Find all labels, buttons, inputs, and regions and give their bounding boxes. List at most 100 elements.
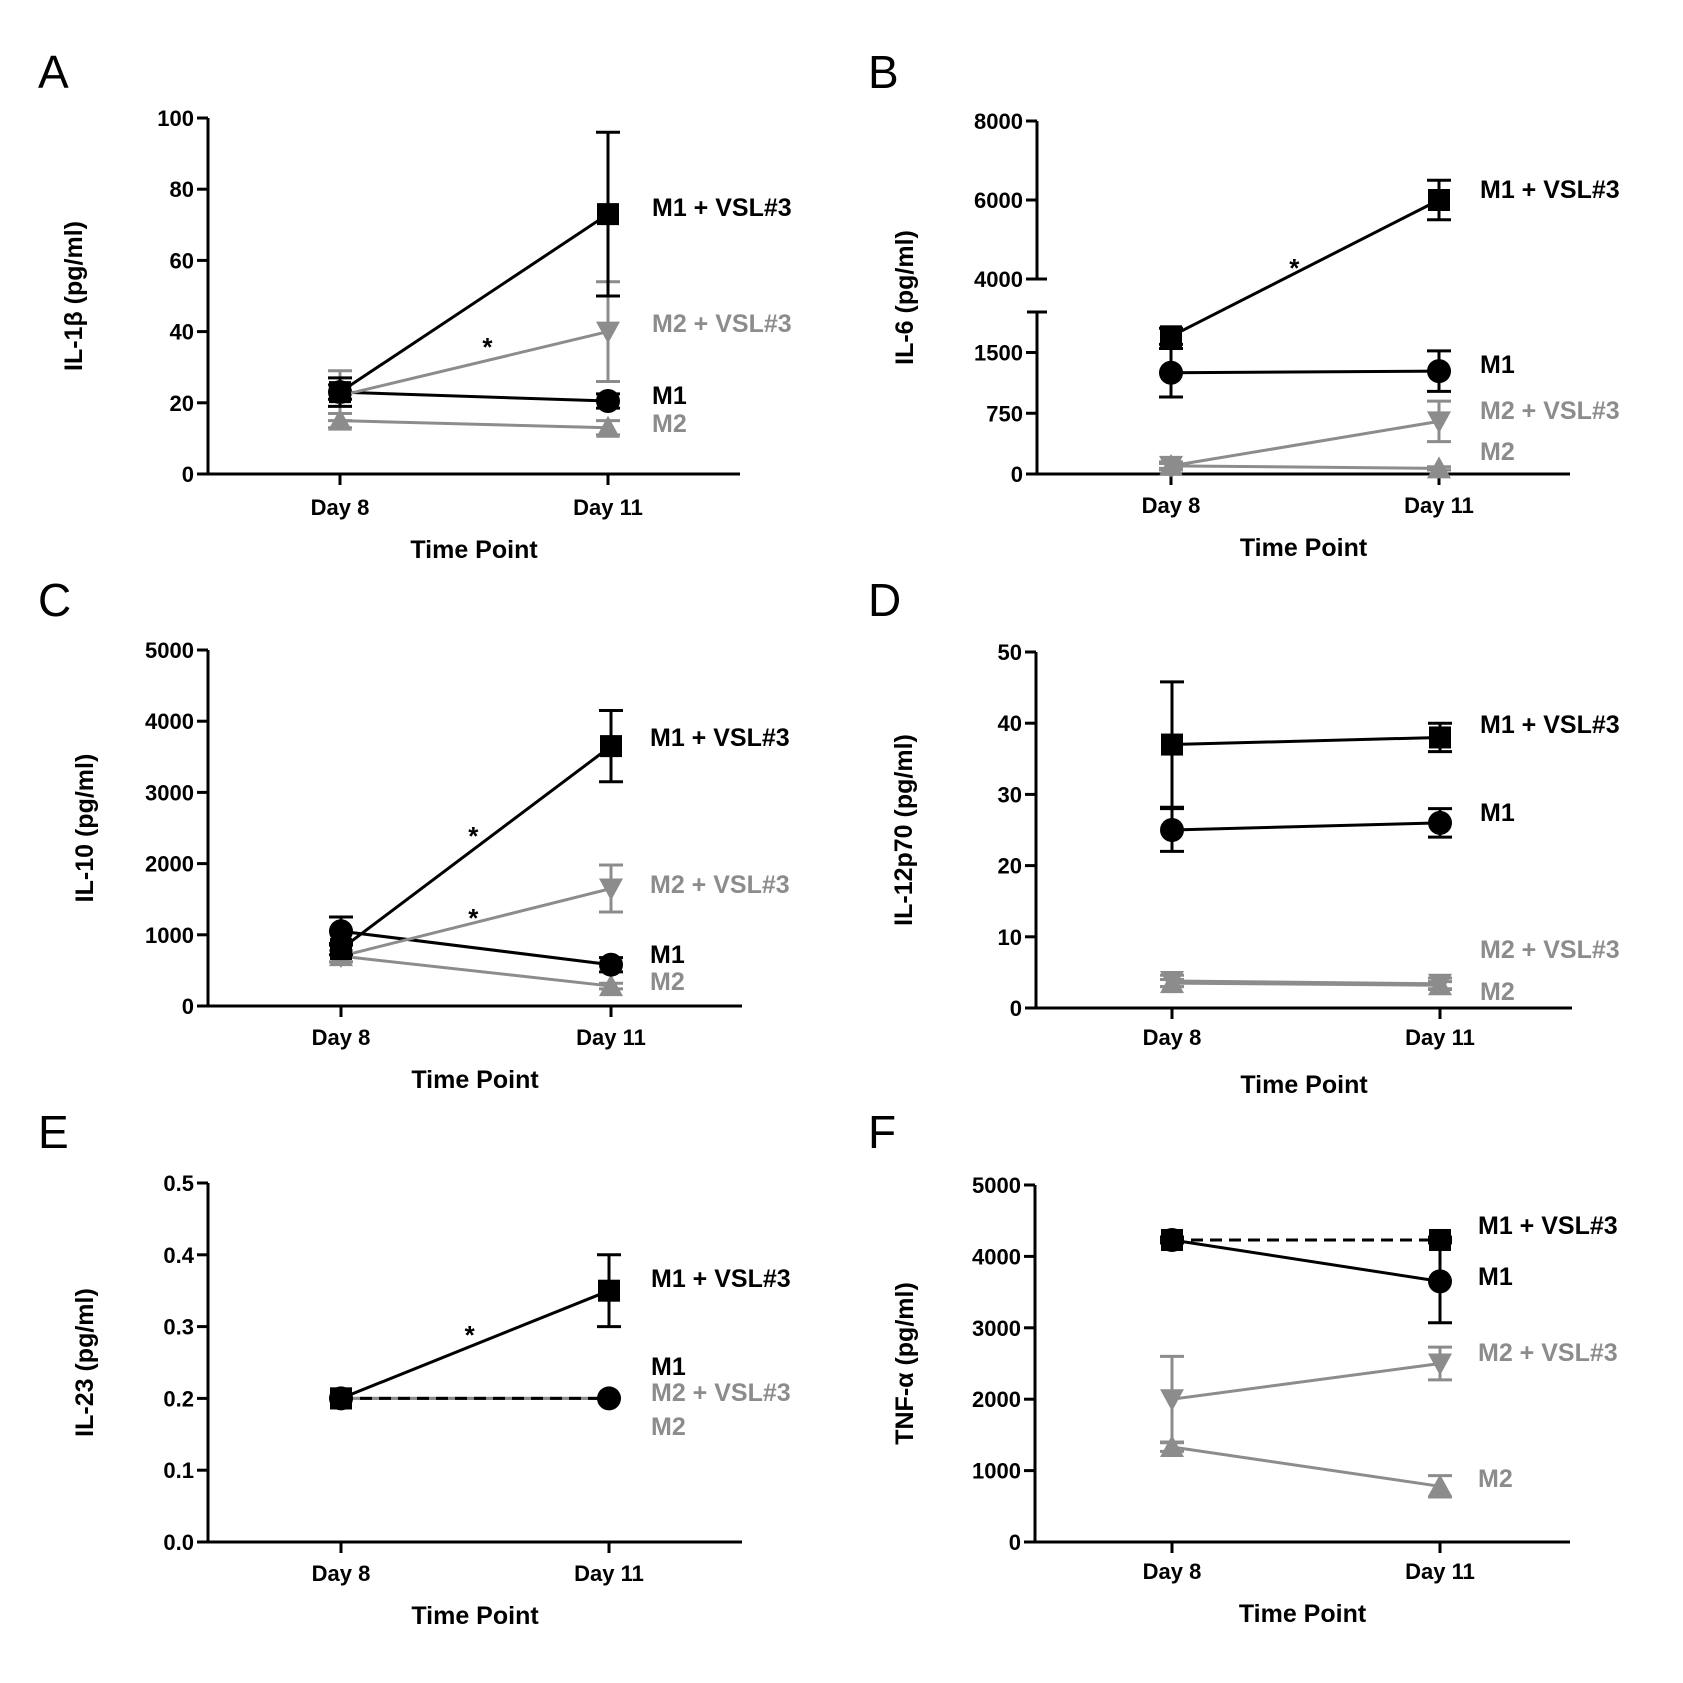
panel-a-label-m2: M2	[652, 410, 687, 438]
panel-f-series-m2-vsl-3-point	[1160, 1389, 1184, 1412]
panel-b-series-m1-line	[1170, 369, 1440, 375]
panel-a-series-m2-vsl-3-point	[596, 321, 620, 344]
panel-c-y-tick-label: 1000	[145, 923, 194, 948]
panel-d: D 0 10 20 30 40 50 Day 8 Day 11 Time Point IL-12p7…	[868, 574, 1620, 1099]
panel-b-series-m2-vsl-3-line	[1170, 419, 1440, 468]
panel-b-y-tick-label: 0	[1011, 462, 1023, 487]
panel-f-y-tick-label: 3000	[972, 1316, 1021, 1341]
panel-d-y-tick-label: 10	[998, 925, 1022, 950]
panel-d-y-tick-label: 0	[1010, 996, 1022, 1021]
panel-f-series-m2-vsl-3-point	[1428, 1353, 1452, 1376]
panel-b-y-tick-label: 8000	[974, 109, 1023, 134]
panel-e-series-m1-vsl-3-line	[340, 1289, 610, 1400]
panel-c-x-axis-title: Time Point	[411, 1066, 539, 1094]
panel-f-y-tick-label: 5000	[972, 1173, 1021, 1198]
panel-c-y-axis-title: IL-10 (pg/ml)	[71, 754, 99, 903]
panel-b-series-m1-vsl-3-line	[1170, 198, 1440, 338]
panel-f-y-tick-label: 1000	[972, 1459, 1021, 1484]
panel-f-series-m2-line	[1171, 1445, 1441, 1488]
panel-c-series-m2-vsl-3-line	[340, 887, 612, 958]
panel-d-series-m2-vsl-3-point	[1428, 973, 1452, 996]
panel-c-series-m1-vsl-3	[329, 709, 623, 961]
panel-a-series-m2-vsl-3-line	[339, 330, 609, 398]
panel-c-x-tick-label: Day 11	[576, 1025, 646, 1050]
panel-c-series-m1-vsl-3-line	[340, 744, 612, 951]
panel-f-label-m1-vsl-3: M1 + VSL#3	[1478, 1212, 1618, 1240]
panel-e-x-axis-title: Time Point	[411, 1602, 539, 1630]
panel-b-series-m1-vsl-3-point	[1428, 189, 1450, 211]
panel-c-series-m1-vsl-3-point	[330, 938, 352, 961]
panel-d-y-tick-label: 40	[998, 711, 1022, 736]
panel-f-y-tick-label: 2000	[972, 1387, 1021, 1412]
panel-b-series-m2-point	[1427, 456, 1451, 479]
panel-b-x-tick-label: Day 8	[1142, 493, 1201, 518]
panel-b-series-m1	[1159, 346, 1451, 399]
panel-f-y-tick-label: 4000	[972, 1244, 1021, 1269]
panel-a-y-tick-label: 40	[170, 320, 194, 345]
panel-d-series-m1-vsl-3-point	[1161, 733, 1183, 756]
panel-a-letter: A	[38, 46, 69, 98]
panel-e-label-m1: M1	[651, 1353, 686, 1381]
panel-e-x-tick-label: Day 11	[574, 1561, 644, 1586]
panel-a-label-m1: M1	[652, 382, 687, 410]
panel-b-label-m1: M1	[1480, 351, 1515, 379]
panel-d-label-m1-vsl-3: M1 + VSL#3	[1480, 711, 1620, 739]
panel-d-label-m2-vsl-3: M2 + VSL#3	[1480, 936, 1620, 964]
panel-f-label-m2: M2	[1478, 1465, 1513, 1493]
panel-e-label-m1-vsl-3: M1 + VSL#3	[651, 1265, 791, 1293]
panel-f-series-m1-vsl-3-point	[1161, 1228, 1183, 1251]
panel-e-label-m2: M2	[651, 1413, 686, 1441]
panel-c-y-tick-label: 4000	[145, 709, 194, 734]
panel-e-series-m1-vsl-3	[330, 1253, 621, 1410]
panel-b-series-m1-point	[1159, 360, 1183, 385]
panel-d-series-m1-point	[1160, 818, 1184, 842]
panel-b-y-tick-label: 750	[986, 401, 1023, 426]
panel-a-y-axis-title: IL-1β (pg/ml)	[60, 221, 88, 371]
panel-a-y-tick-label: 60	[170, 248, 194, 273]
panel-c-y-tick-label: 0	[182, 994, 194, 1019]
panel-c-y-tick-label: 5000	[145, 638, 194, 663]
panel-f-series-m1	[1160, 1227, 1452, 1325]
panel-e-series-m1-point	[597, 1386, 621, 1411]
panel-b-x-axis-title: Time Point	[1240, 534, 1368, 562]
panel-d-letter: D	[868, 574, 901, 626]
panel-b-series-m2-vsl-3-point	[1427, 411, 1451, 434]
panel-a-series-m2-point	[596, 415, 620, 438]
panel-c-significance-star: *	[468, 821, 479, 851]
panel-d-series-m1-line	[1171, 821, 1441, 832]
panel-c-label-m1-vsl-3: M1 + VSL#3	[650, 724, 790, 752]
panel-f: F 0 1000 2000 3000 4000 5000 Day 8 Day 11 Time Po…	[868, 1106, 1618, 1628]
panel-a-y-tick-label: 20	[170, 391, 194, 416]
panel-d-series-m1-point	[1428, 810, 1452, 835]
panel-c-y-tick-label: 3000	[145, 780, 194, 805]
panel-f-label-m2-vsl-3: M2 + VSL#3	[1478, 1339, 1618, 1367]
panel-a-x-tick-label: Day 11	[573, 495, 643, 520]
panel-d-series-m1-vsl-3	[1160, 680, 1452, 809]
panel-d-series-m2-vsl-3	[1160, 970, 1452, 996]
panel-e-shared-markers	[330, 1387, 352, 1410]
panel-f-series-m1-vsl-3	[1160, 1228, 1452, 1251]
panel-a-series-m1-line	[339, 390, 609, 403]
panel-b-significance-star: *	[1289, 253, 1300, 283]
panel-a-series-m1-vsl-3-point	[597, 203, 619, 226]
panel-f-series-m1-vsl-3-point	[1429, 1228, 1451, 1251]
panel-d-series-m1-vsl-3-point	[1429, 726, 1451, 749]
panel-a-series-m1-point	[596, 389, 620, 414]
panel-c-y-tick-label: 2000	[145, 852, 194, 877]
panel-e-y-tick-label: 0.2	[163, 1386, 194, 1411]
panel-d-series-m2-vsl-3-line	[1171, 979, 1441, 986]
panel-c-series-m1-point	[329, 919, 353, 944]
panel-b-y-tick-label: 6000	[974, 188, 1023, 213]
panel-f-letter: F	[868, 1106, 896, 1158]
panel-a-series-m2	[328, 408, 620, 438]
panel-e-y-tick-label: 0.4	[163, 1243, 194, 1268]
panel-d-y-tick-label: 30	[998, 782, 1022, 807]
panel-b-y-tick-label: 1500	[974, 341, 1023, 366]
panel-d-x-tick-label: Day 8	[1143, 1025, 1202, 1050]
panel-d-y-tick-label: 50	[998, 640, 1022, 665]
panel-c-series-m2-vsl-3-point	[599, 878, 623, 901]
panel-d-series-m1	[1160, 807, 1452, 853]
panel-a-significance-star: *	[482, 332, 493, 362]
panel-e: E 0.0 0.1 0.2 0.3 0.4 0.5 Day 8 Day 11 Time Point…	[38, 1106, 791, 1630]
